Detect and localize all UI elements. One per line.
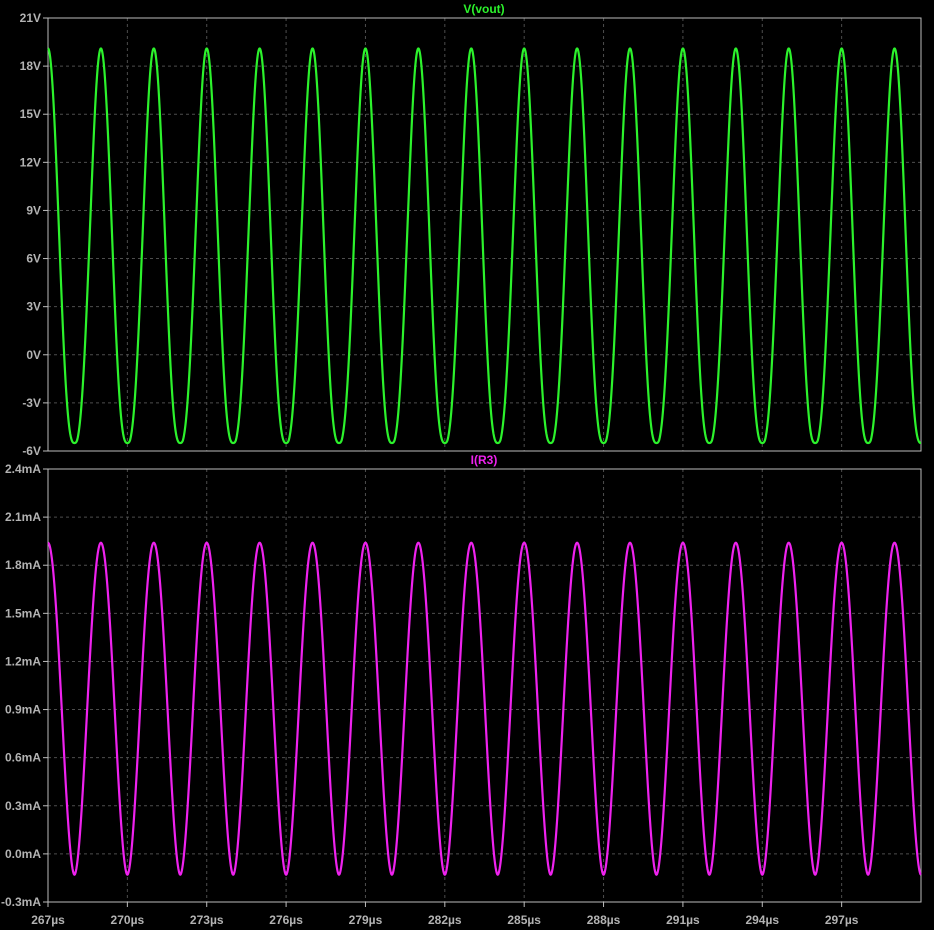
x-tick-label: 297µs <box>825 913 859 927</box>
y-tick-label: 0.9mA <box>5 703 41 717</box>
y-tick-label: 0.6mA <box>5 751 41 765</box>
y-tick-label: 1.5mA <box>5 606 41 620</box>
y-tick-label: 0.3mA <box>5 799 41 813</box>
y-tick-label: 0V <box>26 348 41 362</box>
y-tick-label: 21V <box>20 11 41 25</box>
y-tick-label: 0.0mA <box>5 847 41 861</box>
grid-vout <box>48 18 921 451</box>
y-tick-label: 2.4mA <box>5 462 41 476</box>
trace-vout[interactable] <box>47 47 922 445</box>
y-tick-label: 2.1mA <box>5 510 41 524</box>
y-tick-label: 3V <box>26 300 41 314</box>
y-tick-label: 18V <box>20 59 41 73</box>
x-axis-time: 267µs 270µs 273µs 276µs 279µs 282µs 285µs 288µs… <box>31 902 859 927</box>
x-tick-label: 273µs <box>190 913 224 927</box>
x-tick-label: 270µs <box>111 913 145 927</box>
trace-ir3[interactable] <box>47 541 922 876</box>
y-axis-vout: 21V 18V 15V 12V 9V 6V 3V 0V -3V -6V <box>20 11 48 458</box>
trace-title-ir3[interactable]: I(R3) <box>471 453 498 467</box>
y-tick-label: 15V <box>20 107 41 121</box>
y-tick-label: 1.8mA <box>5 558 41 572</box>
grid-ir3 <box>48 469 921 902</box>
y-tick-label: 6V <box>26 252 41 266</box>
x-tick-label: 288µs <box>587 913 621 927</box>
x-tick-label: 279µs <box>349 913 383 927</box>
x-tick-label: 282µs <box>428 913 462 927</box>
plot-frame-vout <box>47 17 922 452</box>
y-axis-ir3: 2.4mA 2.1mA 1.8mA 1.5mA 1.2mA 0.9mA 0.6mA 0.3mA… <box>1 462 48 909</box>
x-tick-label: 294µs <box>745 913 779 927</box>
y-tick-label: 12V <box>20 155 41 169</box>
y-tick-label: -6V <box>22 444 41 458</box>
y-tick-label: -0.3mA <box>1 895 41 909</box>
plot-frame-ir3 <box>47 468 922 903</box>
y-tick-label: 1.2mA <box>5 654 41 668</box>
x-tick-label: 276µs <box>269 913 303 927</box>
y-tick-label: 9V <box>26 203 41 217</box>
pane-ir3[interactable]: I(R3) 2.4mA 2.1mA 1.8mA 1.5mA 1.2mA 0.9mA 0.6m… <box>1 453 922 909</box>
x-tick-label: 267µs <box>31 913 65 927</box>
pane-vout[interactable]: V(vout) 21V 18V 15V 12V 9V 6V 3V 0V -3V -6V <box>20 2 922 458</box>
x-tick-label: 291µs <box>666 913 700 927</box>
y-tick-label: -3V <box>22 396 41 410</box>
x-tick-label: 285µs <box>507 913 541 927</box>
trace-title-vout[interactable]: V(vout) <box>463 2 504 16</box>
